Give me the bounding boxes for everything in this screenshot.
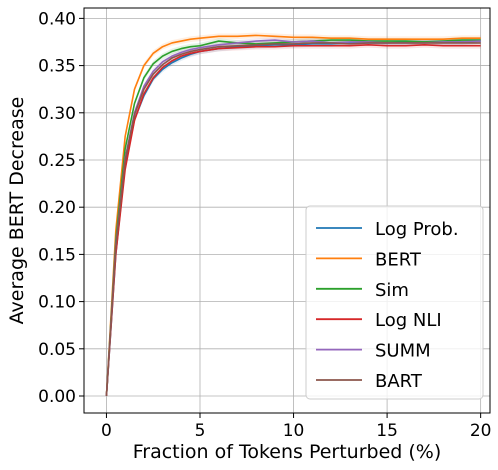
series-lines bbox=[105, 34, 481, 397]
y-tick-label: 0.30 bbox=[38, 104, 76, 124]
series-line-2 bbox=[105, 39, 481, 397]
legend-label-4: SUMM bbox=[375, 341, 431, 362]
y-tick-label: 0.15 bbox=[38, 245, 76, 265]
legend: Log Prob. BERT Sim Log NLI SUMM BART bbox=[305, 205, 484, 400]
y-tick-label: 0.00 bbox=[38, 387, 76, 407]
y-axis-label: Average BERT Decrease bbox=[6, 97, 28, 325]
x-axis-label: Fraction of Tokens Perturbed (%) bbox=[133, 441, 442, 463]
y-tick-label: 0.35 bbox=[38, 57, 76, 77]
y-tick-label: 0.40 bbox=[38, 9, 76, 29]
x-tick-label: 15 bbox=[376, 421, 398, 441]
legend-label-0: Log Prob. bbox=[375, 219, 459, 240]
legend-label-3: Log NLI bbox=[375, 310, 442, 331]
y-tick-label: 0.25 bbox=[38, 151, 76, 171]
legend-box bbox=[305, 205, 484, 400]
x-tick-label: 20 bbox=[470, 421, 492, 441]
y-tick-label: 0.10 bbox=[38, 293, 76, 313]
x-tick-label: 0 bbox=[101, 421, 112, 441]
x-tick-label: 10 bbox=[283, 421, 305, 441]
legend-label-1: BERT bbox=[375, 249, 422, 270]
y-tick-label: 0.20 bbox=[38, 198, 76, 218]
x-tick-label: 5 bbox=[195, 421, 206, 441]
plot-frame bbox=[83, 7, 491, 414]
legend-label-5: BART bbox=[375, 371, 423, 392]
axis-ticks: 0 5 10 15 20 0.00 0.05 0.10 0.15 0.20 0.25 0.30 0.35… bbox=[38, 9, 491, 441]
series-line-5 bbox=[105, 42, 481, 397]
y-tick-label: 0.05 bbox=[38, 340, 76, 360]
series-line-3 bbox=[105, 44, 481, 397]
series-line-1 bbox=[105, 34, 481, 397]
legend-label-2: Sim bbox=[375, 280, 409, 301]
